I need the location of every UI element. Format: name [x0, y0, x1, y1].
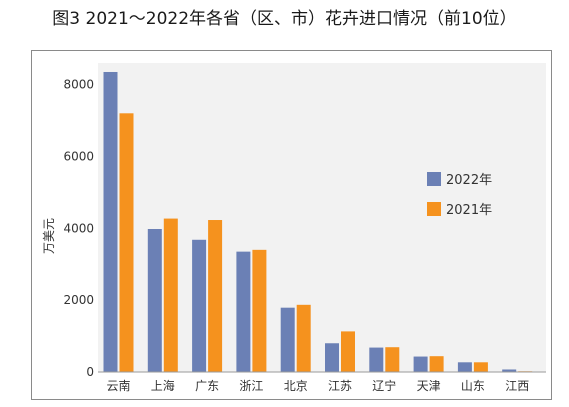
- bar-series-2: [385, 347, 400, 372]
- category-labels: 云南 上海 广东 浙江 北京 江苏 辽宁 天津 山东 江西: [106, 378, 529, 393]
- legend-swatch: [427, 202, 441, 216]
- bar-series-2: [473, 362, 488, 372]
- y-tick-label: 2000: [63, 293, 94, 307]
- y-tick-label: 0: [86, 365, 94, 379]
- category-label: 云南: [106, 378, 130, 393]
- bar-series-2: [252, 249, 267, 372]
- bar-series-1: [502, 369, 517, 372]
- bar-series-1: [103, 71, 118, 373]
- bar-series-2: [163, 218, 178, 372]
- category-label: 江西: [505, 379, 529, 393]
- y-tick-label: 4000: [63, 221, 94, 235]
- category-label: 上海: [151, 378, 175, 393]
- category-label: 天津: [417, 379, 441, 393]
- bar-series-1: [325, 343, 339, 372]
- category-label: 山东: [461, 379, 485, 393]
- bar-series-1: [236, 251, 251, 372]
- legend-label: 2022年: [446, 173, 492, 188]
- chart-title: 图3 2021～2022年各省（区、市）花卉进口情况（前10位）: [52, 9, 517, 29]
- bar-series-1: [192, 239, 207, 372]
- bar-series-1: [413, 356, 428, 372]
- bars: [103, 71, 533, 373]
- bar-series-1: [147, 228, 162, 372]
- category-label: 江苏: [328, 379, 352, 393]
- bar-series-1: [457, 362, 472, 372]
- category-label: 广东: [195, 379, 219, 393]
- bar-series-2: [119, 113, 134, 373]
- category-label: 浙江: [239, 379, 263, 393]
- y-axis-label: 万美元: [42, 218, 56, 254]
- legend: 2022年 2021年: [427, 172, 492, 218]
- bar-series-2: [208, 220, 223, 372]
- legend-swatch: [427, 172, 441, 186]
- category-label: 北京: [284, 379, 308, 393]
- bar-series-1: [280, 307, 295, 372]
- category-label: 辽宁: [372, 378, 396, 393]
- bar-series-1: [369, 347, 384, 372]
- y-tick-label: 8000: [63, 78, 94, 92]
- chart-frame: [31, 50, 552, 400]
- y-axis-ticks: 0 2000 4000 6000 8000: [63, 78, 94, 379]
- y-tick-label: 6000: [63, 149, 94, 163]
- bar-series-2: [296, 304, 311, 372]
- legend-label: 2021年: [446, 203, 492, 218]
- bar-series-2: [429, 356, 444, 372]
- bar-series-2: [341, 331, 355, 372]
